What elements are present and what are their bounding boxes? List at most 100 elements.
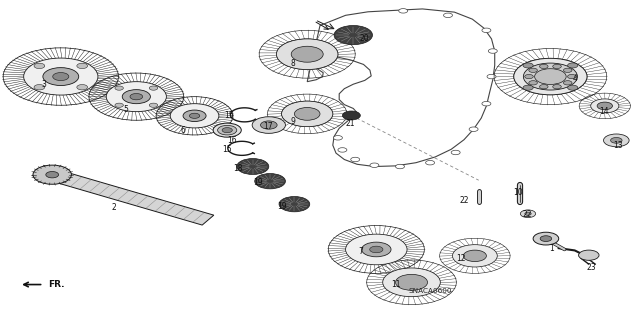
Circle shape xyxy=(568,63,578,68)
Circle shape xyxy=(523,85,533,90)
Circle shape xyxy=(563,68,572,72)
Circle shape xyxy=(482,101,491,106)
Text: 15: 15 xyxy=(222,145,232,154)
Circle shape xyxy=(276,39,338,70)
Circle shape xyxy=(183,110,206,122)
Text: 22: 22 xyxy=(523,210,532,219)
Circle shape xyxy=(533,232,559,245)
Circle shape xyxy=(115,86,124,90)
Circle shape xyxy=(534,68,567,85)
Circle shape xyxy=(568,85,578,90)
Circle shape xyxy=(487,74,496,79)
Circle shape xyxy=(426,160,435,165)
Circle shape xyxy=(366,260,457,305)
Circle shape xyxy=(370,246,383,253)
Circle shape xyxy=(293,47,321,61)
Circle shape xyxy=(170,104,219,128)
Text: 9: 9 xyxy=(291,117,296,126)
Circle shape xyxy=(579,250,599,260)
Circle shape xyxy=(52,72,69,81)
Text: 8: 8 xyxy=(291,59,296,68)
Text: FR.: FR. xyxy=(48,280,65,289)
Circle shape xyxy=(525,74,533,79)
Circle shape xyxy=(24,58,98,95)
Circle shape xyxy=(540,85,548,89)
Circle shape xyxy=(276,39,338,70)
Circle shape xyxy=(465,251,485,261)
Text: 2: 2 xyxy=(111,204,116,212)
Circle shape xyxy=(444,13,452,18)
Circle shape xyxy=(333,136,342,140)
Circle shape xyxy=(279,197,310,212)
Circle shape xyxy=(122,90,150,104)
Circle shape xyxy=(342,111,360,120)
Text: 19: 19 xyxy=(253,178,263,187)
Text: 20: 20 xyxy=(360,34,370,43)
Circle shape xyxy=(463,250,486,262)
Circle shape xyxy=(259,30,356,78)
Circle shape xyxy=(482,28,491,33)
Text: 6: 6 xyxy=(180,126,186,135)
Circle shape xyxy=(399,276,424,289)
Text: 17: 17 xyxy=(262,122,273,130)
Circle shape xyxy=(563,81,572,85)
Circle shape xyxy=(34,85,45,90)
Circle shape xyxy=(130,93,143,100)
Circle shape xyxy=(267,94,348,134)
Circle shape xyxy=(514,58,587,95)
Circle shape xyxy=(529,81,538,85)
Text: 22: 22 xyxy=(460,196,469,204)
Circle shape xyxy=(604,134,629,147)
Circle shape xyxy=(77,63,88,69)
Circle shape xyxy=(529,68,538,72)
Circle shape xyxy=(282,101,333,127)
Circle shape xyxy=(396,164,404,169)
Circle shape xyxy=(399,9,408,13)
Text: 15: 15 xyxy=(224,111,234,120)
Circle shape xyxy=(294,108,320,120)
Circle shape xyxy=(338,148,347,152)
Circle shape xyxy=(591,99,619,113)
Circle shape xyxy=(334,26,372,45)
Circle shape xyxy=(149,86,157,90)
Circle shape xyxy=(611,137,622,143)
Text: 3: 3 xyxy=(41,80,46,89)
Text: SNACA0600: SNACA0600 xyxy=(408,288,452,294)
Circle shape xyxy=(43,68,79,85)
Circle shape xyxy=(88,73,184,121)
Text: 10: 10 xyxy=(513,188,524,197)
Circle shape xyxy=(213,123,241,137)
Circle shape xyxy=(597,102,612,110)
Text: 19: 19 xyxy=(276,202,287,211)
Text: 23: 23 xyxy=(586,263,596,272)
Circle shape xyxy=(534,69,566,85)
Circle shape xyxy=(579,93,631,119)
Circle shape xyxy=(46,172,59,178)
Text: 11: 11 xyxy=(391,280,400,289)
Circle shape xyxy=(525,212,531,215)
Circle shape xyxy=(362,242,391,257)
Text: 5: 5 xyxy=(123,105,128,114)
Circle shape xyxy=(493,48,608,105)
Circle shape xyxy=(33,165,72,184)
Circle shape xyxy=(370,163,379,167)
Circle shape xyxy=(252,117,285,133)
Circle shape xyxy=(222,128,232,133)
Circle shape xyxy=(351,157,360,162)
Text: 4: 4 xyxy=(572,74,577,83)
Circle shape xyxy=(452,245,497,267)
Circle shape xyxy=(439,238,511,274)
Circle shape xyxy=(346,234,407,265)
Text: 16: 16 xyxy=(227,137,237,145)
Circle shape xyxy=(396,274,428,290)
Text: 14: 14 xyxy=(599,107,609,115)
Circle shape xyxy=(156,96,234,135)
Text: 12: 12 xyxy=(456,254,465,263)
Circle shape xyxy=(328,225,425,274)
Circle shape xyxy=(296,108,319,120)
Circle shape xyxy=(514,58,587,95)
Circle shape xyxy=(189,113,200,118)
Circle shape xyxy=(488,49,497,53)
Circle shape xyxy=(540,236,552,241)
Circle shape xyxy=(2,47,120,106)
